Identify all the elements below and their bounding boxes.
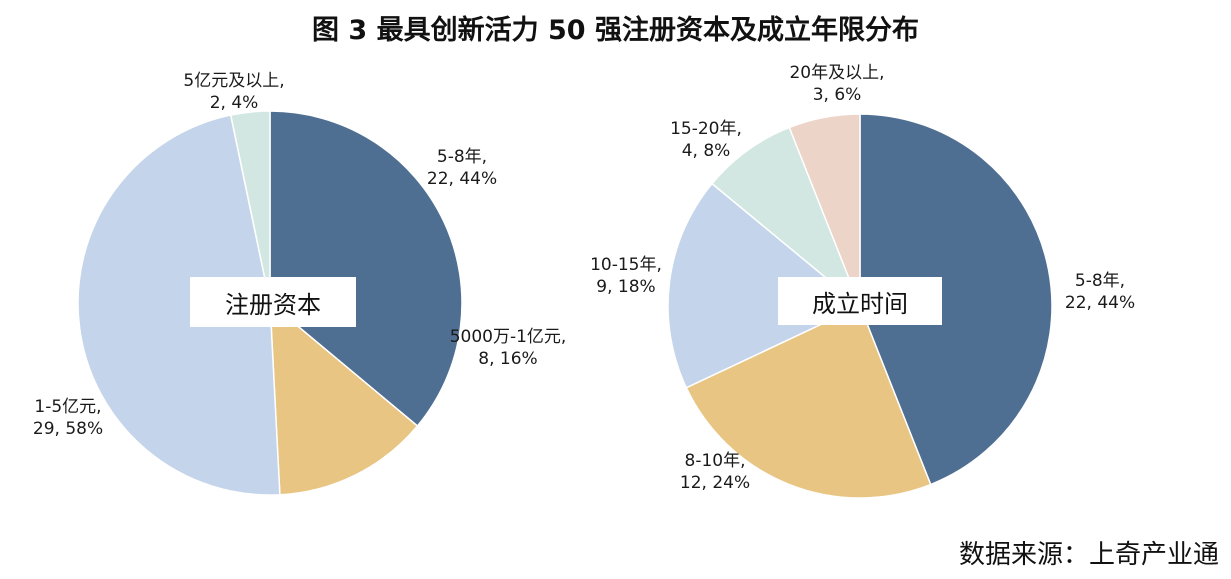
slice-label: 5亿元及以上, [183,71,284,91]
pie-slice [788,113,861,307]
pie-slice [711,126,861,307]
slice-value-label: 4, 8% [682,141,731,161]
slice-value-label: 22, 44% [427,169,497,189]
pie-slice [269,110,463,428]
slice-value-label: 8, 16% [478,349,537,369]
slice-value-label: 22, 44% [1065,293,1135,313]
slice-value-label: 9, 18% [596,277,655,297]
slice-value-label: 29, 58% [33,419,103,439]
pie-slice [229,110,271,304]
pie-center-label-capital: 注册资本 [190,277,356,327]
pie-slice [269,301,419,496]
slice-label: 5-8年, [437,147,487,167]
slice-label: 20年及以上, [789,63,884,83]
slice-value-label: 2, 4% [210,93,259,113]
source-note: 数据来源：上奇产业通 [958,540,1219,570]
pie-slice [77,114,281,496]
figure-title: 图 3 最具创新活力 50 强注册资本及成立年限分布 [312,15,919,46]
pie-center-label-years: 成立时间 [778,277,942,325]
slice-label: 8-10年, [685,451,746,471]
pie-slice [667,182,862,389]
slice-label: 5000万-1亿元, [450,327,567,347]
slice-label: 10-15年, [590,255,662,275]
slice-value-label: 3, 6% [813,85,862,105]
slice-value-label: 12, 24% [680,473,750,493]
pie-slice [685,304,932,499]
slice-label: 1-5亿元, [34,397,101,417]
slice-label: 5-8年, [1075,271,1125,291]
slice-label: 15-20年, [670,119,742,139]
pie-slice [859,113,1053,486]
